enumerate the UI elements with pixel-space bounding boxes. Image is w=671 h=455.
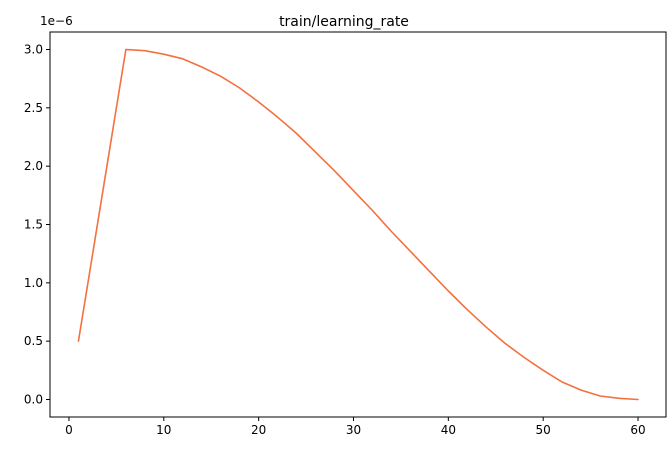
y-tick-label: 0.0 — [24, 393, 43, 407]
x-tick-label: 50 — [536, 423, 551, 437]
y-tick-label: 1.0 — [24, 276, 43, 290]
x-tick-label: 0 — [65, 423, 73, 437]
series-line-0 — [77, 48, 639, 401]
y-axis-ticks: 0.0 0.5 1.0 1.5 2.0 2.5 3.0 — [24, 43, 50, 407]
x-axis-ticks: 0 10 20 30 40 50 60 — [65, 417, 646, 437]
plot-area-frame — [49, 31, 667, 418]
x-tick-label: 60 — [630, 423, 645, 437]
y-axis-offset-label: 1e−6 — [40, 14, 73, 28]
y-tick-label: 1.5 — [24, 218, 43, 232]
chart-title: train/learning_rate — [279, 14, 409, 30]
y-tick-label: 2.5 — [24, 101, 43, 115]
x-tick-label: 30 — [346, 423, 361, 437]
y-tick-label: 3.0 — [24, 43, 43, 57]
y-tick-label: 2.0 — [24, 159, 43, 173]
x-tick-label: 40 — [441, 423, 456, 437]
x-tick-label: 20 — [251, 423, 266, 437]
series-layer — [77, 48, 639, 401]
y-tick-label: 0.5 — [24, 334, 43, 348]
x-tick-label: 10 — [156, 423, 171, 437]
